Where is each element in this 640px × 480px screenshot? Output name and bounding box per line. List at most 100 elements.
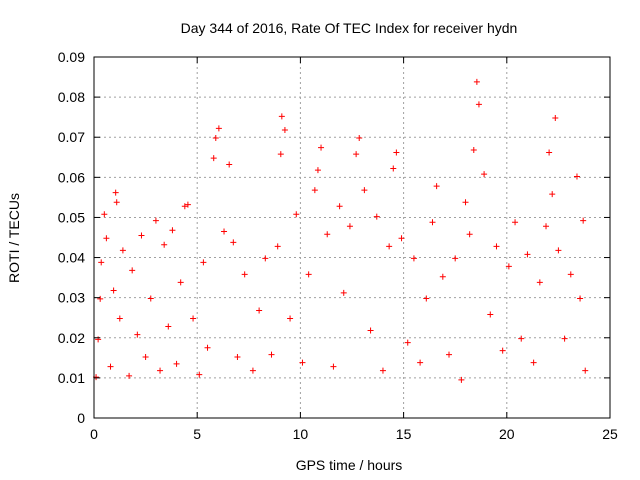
data-point [530,359,537,366]
data-point [493,243,500,250]
y-axis-tick-labels: 0 0.01 0.02 0.03 0.04 0.05 0.06 0.07 0.08 0.09 [58,49,85,426]
data-point [446,351,453,358]
data-point [234,354,241,361]
data-point [173,360,180,367]
data-point [112,189,119,196]
data-point [249,367,256,374]
y-axis-label: ROTI / TECUs [6,193,22,283]
y-tick-label: 0.03 [58,290,85,306]
data-point [390,165,397,172]
data-point [311,187,318,194]
data-point [373,213,380,220]
data-point [452,255,459,262]
data-point [293,211,300,218]
data-point [142,354,149,361]
data-point [481,171,488,178]
data-point [470,147,477,154]
data-point [417,359,424,366]
data-point [110,287,117,294]
data-point [126,372,133,379]
data-point [561,335,568,342]
data-point [379,367,386,374]
data-point [256,307,263,314]
data-point [353,151,360,158]
data-point [212,135,219,142]
data-point [473,78,480,85]
data-point [157,367,164,374]
x-tick-label: 0 [90,426,98,442]
data-point [393,149,400,156]
y-tick-label: 0.08 [58,89,85,105]
y-tick-label: 0.04 [58,250,85,266]
data-point [210,155,217,162]
data-point [361,187,368,194]
data-point [278,113,285,120]
data-point [152,217,159,224]
data-point [107,363,114,370]
data-point [386,243,393,250]
y-tick-label: 0.07 [58,129,85,145]
data-point [287,315,294,322]
data-point [573,173,580,180]
data-point [274,243,281,250]
data-point [340,289,347,296]
data-point [536,279,543,286]
data-point [518,335,525,342]
plot-frame [93,56,611,419]
x-tick-label: 15 [396,426,412,442]
data-point [134,331,141,338]
x-tick-label: 5 [193,426,201,442]
x-axis-label: GPS time / hours [296,457,403,473]
data-point [577,295,584,302]
data-point [241,271,248,278]
data-point [552,114,559,121]
data-point [524,251,531,258]
data-point [404,339,411,346]
data-point [226,161,233,168]
data-point [543,223,550,230]
data-point [200,259,207,266]
data-point [318,144,325,151]
data-point [324,231,331,238]
data-point [181,203,188,210]
data-point [423,295,430,302]
data-point [161,241,168,248]
data-point [549,191,556,198]
axis-ticks [93,56,611,419]
data-point [138,232,145,239]
data-point [165,323,172,330]
data-point [580,217,587,224]
data-point [555,247,562,254]
data-point [475,101,482,108]
x-tick-label: 10 [293,426,309,442]
data-point [113,199,120,206]
data-point [330,363,337,370]
x-tick-label: 25 [602,426,618,442]
data-point [221,228,228,235]
data-point [277,151,284,158]
data-point [184,201,191,208]
data-point [314,167,321,174]
data-point [367,327,374,334]
data-point [190,315,197,322]
data-point [129,267,136,274]
data-point [305,271,312,278]
data-point [398,235,405,242]
data-point [103,235,110,242]
y-tick-label: 0.09 [58,49,85,65]
data-point [458,376,465,383]
data-point [147,295,154,302]
data-point [215,125,222,132]
data-point [262,255,269,262]
data-point [462,199,469,206]
data-point [116,315,123,322]
data-point [433,183,440,190]
data-point [346,223,353,230]
y-tick-label: 0.02 [58,330,85,346]
chart-title: Day 344 of 2016, Rate Of TEC Index for r… [181,20,518,36]
data-point [268,351,275,358]
data-point [512,219,519,226]
data-point [299,359,306,366]
data-point [336,203,343,210]
